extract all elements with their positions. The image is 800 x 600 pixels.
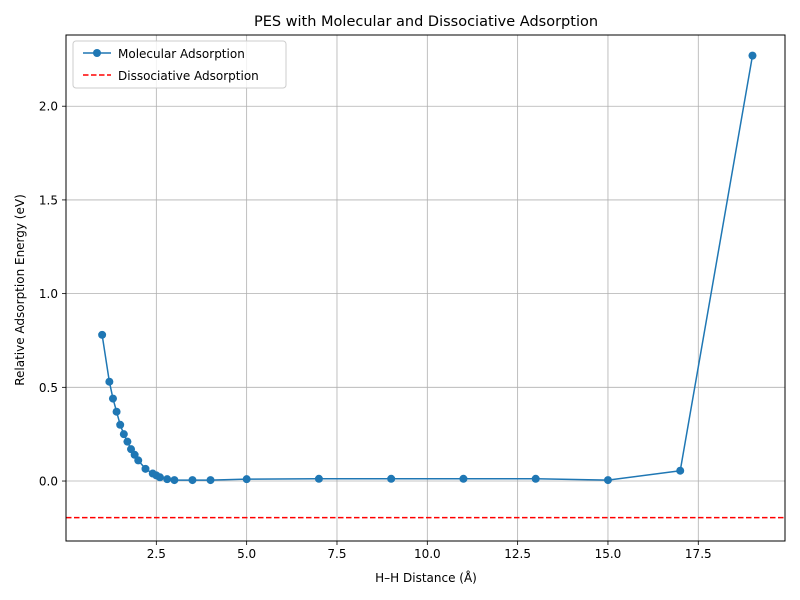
molecular-adsorption-point [119, 430, 128, 439]
molecular-adsorption-point [105, 377, 114, 386]
molecular-adsorption-point [108, 394, 117, 403]
chart-title: PES with Molecular and Dissociative Adso… [254, 14, 598, 30]
axes-frame [65, 34, 786, 542]
x-tick-label: 7.5 [327, 547, 346, 561]
y-tick-label: 0.5 [39, 381, 58, 395]
molecular-adsorption-point [459, 474, 468, 483]
molecular-adsorption-point [123, 437, 132, 446]
molecular-adsorption-point [676, 466, 685, 475]
legend: Molecular Adsorption Dissociative Adsorp… [72, 40, 287, 89]
y-tick-label: 0.0 [39, 475, 58, 489]
x-tick-label: 10.0 [414, 547, 441, 561]
legend-box [72, 40, 287, 89]
molecular-adsorption-point [155, 473, 164, 482]
molecular-adsorption-point [242, 475, 251, 484]
molecular-adsorption-point [116, 420, 125, 429]
molecular-adsorption-point [748, 51, 757, 60]
x-axis-label: H–H Distance (Å) [375, 570, 477, 585]
y-axis-label: Relative Adsorption Energy (eV) [13, 194, 27, 386]
x-tick-label: 5.0 [237, 547, 256, 561]
molecular-adsorption-point [188, 476, 197, 485]
molecular-adsorption-point [206, 476, 215, 485]
molecular-adsorption-point [387, 474, 396, 483]
molecular-adsorption-point [314, 474, 323, 483]
y-tick-label: 1.5 [39, 193, 58, 207]
y-tick-label: 1.0 [39, 287, 58, 301]
legend-swatch-molecular-marker [93, 49, 101, 57]
x-tick-label: 12.5 [504, 547, 531, 561]
grid [66, 35, 785, 541]
molecular-adsorption-point [603, 476, 612, 485]
axis-ticks: 2.5 5.0 7.5 10.0 12.5 15.0 17.5 0.0 0.5 1.0 1.5 2.0 [39, 100, 712, 561]
molecular-adsorption-point [163, 475, 172, 484]
molecular-adsorption-point [134, 456, 143, 465]
molecular-adsorption-point [112, 407, 121, 416]
x-tick-label: 17.5 [685, 547, 712, 561]
molecular-adsorption-point [170, 476, 179, 485]
x-tick-label: 2.5 [147, 547, 166, 561]
molecular-adsorption-point [531, 474, 540, 483]
legend-label-dissociative: Dissociative Adsorption [118, 69, 259, 83]
plot-area [66, 51, 785, 519]
y-tick-label: 2.0 [39, 100, 58, 114]
molecular-adsorption-point [141, 464, 150, 473]
x-tick-label: 15.0 [595, 547, 622, 561]
legend-label-molecular: Molecular Adsorption [118, 47, 245, 61]
molecular-adsorption-point [98, 330, 107, 339]
